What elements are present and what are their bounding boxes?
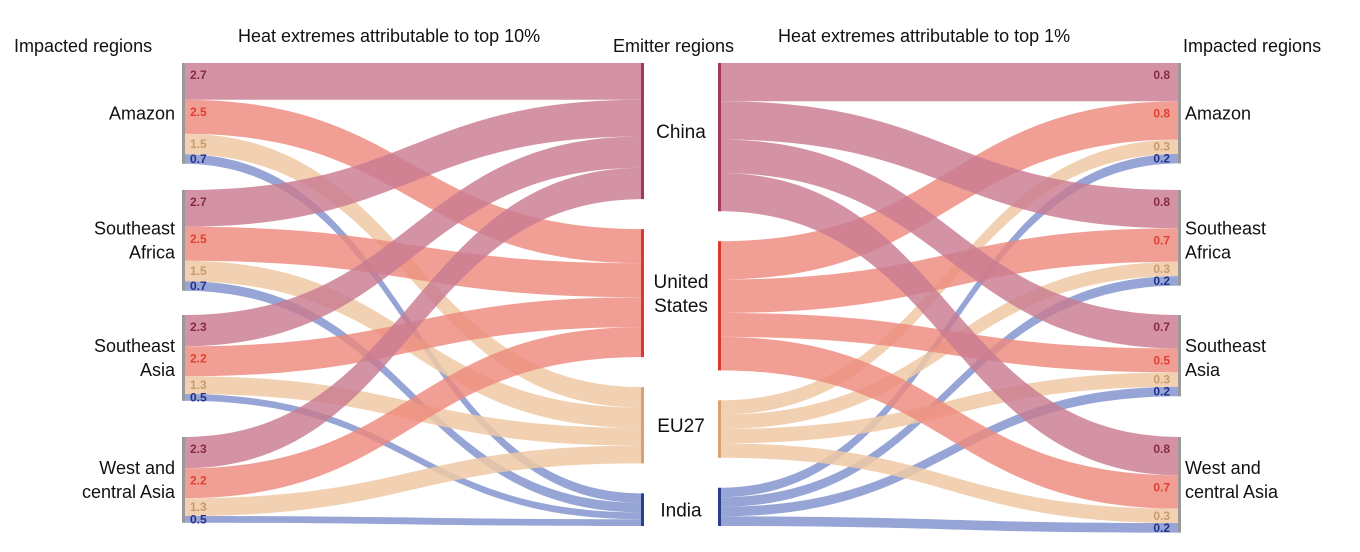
emitter-bar-top1-united-states (718, 241, 721, 371)
region-bar-top10-amazon (182, 63, 185, 164)
value-top1-west-and-central-asia-india: 0.2 (1153, 521, 1170, 535)
top10-title: Heat extremes attributable to top 10% (238, 26, 540, 46)
region-label-right-southeast-africa: Africa (1185, 242, 1232, 262)
region-label-right-southeast-asia: Southeast (1185, 336, 1266, 356)
value-top1-west-and-central-asia-eu27: 0.3 (1153, 509, 1170, 523)
flow-top10-southeast-africa-united-states (183, 226, 642, 298)
region-label-right-west-and-central-asia: West and (1185, 458, 1261, 478)
value-top10-amazon-united-states: 2.5 (190, 105, 207, 119)
emitter-label-india: India (660, 501, 702, 522)
flow-top1-west-and-central-asia-united-states (719, 336, 1180, 509)
region-bar-top10-west-and-central-asia (182, 437, 185, 523)
region-label-right-west-and-central-asia: central Asia (1185, 482, 1279, 502)
emitter-label-china: China (656, 122, 706, 143)
flow-values: 2.72.51.50.72.72.51.50.72.32.21.30.52.32… (190, 68, 1170, 535)
region-label-right-southeast-africa: Southeast (1185, 218, 1266, 238)
impacted-regions-header-left: Impacted regions (14, 36, 152, 56)
value-top10-southeast-africa-china: 2.7 (190, 195, 207, 209)
emitter-bar-top10-eu27 (641, 387, 644, 464)
value-top10-west-and-central-asia-united-states: 2.2 (190, 473, 207, 487)
impacted-regions-header-right: Impacted regions (1183, 36, 1321, 56)
region-label-left-west-and-central-asia: West and (99, 458, 175, 478)
flow-top1-west-and-central-asia-eu27 (719, 443, 1180, 524)
value-top1-southeast-africa-india: 0.2 (1153, 274, 1170, 288)
flows-top10 (183, 63, 642, 526)
value-top1-southeast-asia-united-states: 0.5 (1153, 353, 1170, 367)
flow-top1-amazon-china (719, 63, 1180, 102)
flow-top1-southeast-asia-china (719, 139, 1180, 349)
value-top1-southeast-africa-eu27: 0.3 (1153, 262, 1170, 276)
region-bar-top1-southeast-asia (1178, 315, 1181, 397)
region-bar-top1-southeast-africa (1178, 190, 1181, 286)
flow-top10-amazon-china (183, 63, 642, 100)
flow-top1-west-and-central-asia-china (719, 172, 1180, 476)
node-labels: China United States EU27 India Amazon Amazon So… (82, 103, 1279, 521)
region-label-left-southeast-asia: Southeast (94, 336, 175, 356)
value-top10-southeast-asia-india: 0.5 (190, 390, 207, 404)
flow-top10-southeast-africa-india (183, 281, 642, 513)
flow-top10-west-and-central-asia-china (183, 167, 642, 469)
region-label-left-amazon: Amazon (109, 103, 175, 123)
flow-top1-southeast-africa-china (719, 101, 1180, 229)
emitter-bar-top1-eu27 (718, 400, 721, 458)
value-top1-southeast-asia-india: 0.2 (1153, 385, 1170, 399)
emitter-bar-top1-china (718, 63, 721, 212)
node-bars (182, 63, 1181, 533)
value-top10-southeast-africa-india: 0.7 (190, 279, 207, 293)
value-top10-southeast-asia-eu27: 1.3 (190, 378, 207, 392)
emitter-label-united-states: United (654, 272, 709, 293)
region-bar-top10-southeast-africa (182, 190, 185, 291)
value-top1-amazon-united-states: 0.8 (1153, 106, 1170, 120)
region-bar-top10-southeast-asia (182, 315, 185, 401)
emitter-label-united-states: States (654, 296, 708, 317)
flow-top1-west-and-central-asia-india (719, 516, 1180, 533)
flow-top10-west-and-central-asia-india (183, 515, 642, 526)
value-top10-amazon-china: 2.7 (190, 68, 207, 82)
value-top10-southeast-africa-eu27: 1.5 (190, 264, 207, 278)
value-top1-southeast-asia-eu27: 0.3 (1153, 373, 1170, 387)
region-bar-top1-west-and-central-asia (1178, 437, 1181, 533)
emitter-bar-top1-india (718, 487, 721, 526)
value-top1-southeast-africa-china: 0.8 (1153, 195, 1170, 209)
region-label-left-southeast-asia: Asia (140, 360, 176, 380)
flow-top1-southeast-africa-india (719, 276, 1180, 507)
value-top10-southeast-asia-united-states: 2.2 (190, 351, 207, 365)
emitter-bar-top10-united-states (641, 229, 644, 358)
region-label-right-amazon: Amazon (1185, 103, 1251, 123)
value-top10-west-and-central-asia-china: 2.3 (190, 442, 207, 456)
flow-top10-southeast-asia-united-states (183, 297, 642, 377)
value-top10-amazon-eu27: 1.5 (190, 137, 207, 151)
emitter-bar-top10-china (641, 63, 644, 200)
flow-top1-southeast-asia-india (719, 386, 1180, 517)
emitter-label-eu27: EU27 (657, 416, 705, 437)
value-top1-amazon-india: 0.2 (1153, 152, 1170, 166)
flow-top10-west-and-central-asia-united-states (183, 327, 642, 499)
region-label-left-southeast-africa: Southeast (94, 218, 175, 238)
value-top10-southeast-africa-united-states: 2.5 (190, 232, 207, 246)
region-label-left-southeast-africa: Africa (129, 242, 176, 262)
flow-top10-southeast-asia-china (183, 136, 642, 347)
flow-top10-southeast-africa-china (183, 99, 642, 227)
top1-title: Heat extremes attributable to top 1% (778, 26, 1070, 46)
value-top1-southeast-africa-united-states: 0.7 (1153, 233, 1170, 247)
flow-top1-southeast-africa-united-states (719, 228, 1180, 313)
flows-top1 (719, 63, 1180, 533)
region-label-left-west-and-central-asia: central Asia (82, 482, 176, 502)
value-top1-west-and-central-asia-united-states: 0.7 (1153, 480, 1170, 494)
value-top10-amazon-india: 0.7 (190, 152, 207, 166)
region-bar-top1-amazon (1178, 63, 1181, 164)
value-top10-west-and-central-asia-india: 0.5 (190, 512, 207, 526)
flow-top10-west-and-central-asia-eu27 (183, 445, 642, 516)
value-top10-southeast-asia-china: 2.3 (190, 320, 207, 334)
emitter-bar-top10-india (641, 493, 644, 526)
value-top1-amazon-eu27: 0.3 (1153, 140, 1170, 154)
value-top1-west-and-central-asia-china: 0.8 (1153, 442, 1170, 456)
value-top10-west-and-central-asia-eu27: 1.3 (190, 500, 207, 514)
emitter-regions-header: Emitter regions (613, 36, 734, 56)
region-label-right-southeast-asia: Asia (1185, 360, 1221, 380)
value-top1-amazon-china: 0.8 (1153, 68, 1170, 82)
flow-top10-southeast-asia-india (183, 393, 642, 520)
value-top1-southeast-asia-china: 0.7 (1153, 320, 1170, 334)
